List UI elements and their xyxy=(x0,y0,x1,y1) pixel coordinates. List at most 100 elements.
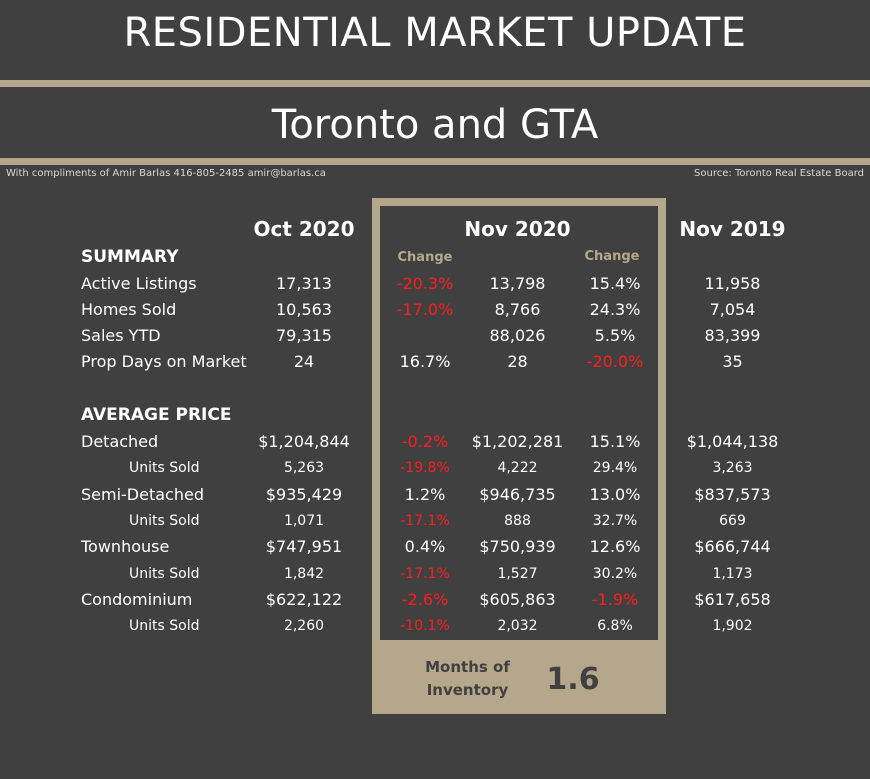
cell-chg2: 24.3% xyxy=(589,300,641,319)
cell-chg2: 29.4% xyxy=(592,460,638,477)
row-label: Detached xyxy=(81,432,159,451)
table-row: Townhouse $747,951 0.4% $750,939 12.6% $666,7… xyxy=(0,534,870,560)
cell-chg2: 15.1% xyxy=(589,432,641,451)
table-row: Detached $1,204,844 -0.2% $1,202,281 15.1% $1… xyxy=(0,429,870,455)
cell-nov19: $617,658 xyxy=(694,589,771,609)
cell-chg2: 13.0% xyxy=(589,484,641,504)
cell-nov20: 8,766 xyxy=(494,300,541,319)
compliments-text: With compliments of Amir Barlas 416-805-… xyxy=(6,168,326,179)
cell-nov19: $1,044,138 xyxy=(686,432,779,451)
cell-chg1: 16.7% xyxy=(399,352,451,371)
row-label: Townhouse xyxy=(81,537,170,557)
row-label: Condominium xyxy=(81,589,193,609)
column-header-oct2020: Oct 2020 xyxy=(253,217,355,241)
cell-chg2: -20.0% xyxy=(586,352,644,371)
cell-chg1: -10.1% xyxy=(400,618,450,635)
top-divider-band xyxy=(0,80,870,87)
cell-oct: 1,842 xyxy=(283,565,325,582)
table-row: Units Sold 2,260 -10.1% 2,032 6.8% 1,902 xyxy=(0,613,870,639)
row-label: Sales YTD xyxy=(81,326,161,345)
cell-nov20: 2,032 xyxy=(497,618,538,635)
cell-chg1: -20.3% xyxy=(396,274,454,293)
table-row: Units Sold 1,071 -17.1% 888 32.7% 669 xyxy=(0,508,870,534)
row-label: Units Sold xyxy=(129,565,200,582)
table-row: Homes Sold 10,563 -17.0% 8,766 24.3% 7,054 xyxy=(0,297,870,323)
cell-nov20: $750,939 xyxy=(479,537,556,557)
cell-chg1: 1.2% xyxy=(404,484,446,504)
row-label: Semi-Detached xyxy=(81,484,204,504)
cell-oct: 1,071 xyxy=(283,512,325,529)
row-label: Units Sold xyxy=(129,460,200,477)
cell-nov20: 13,798 xyxy=(489,274,546,293)
change-header-2: Change xyxy=(584,249,640,264)
cell-oct: $747,951 xyxy=(265,537,343,557)
bottom-divider-band xyxy=(0,158,870,165)
moi-label-line1: Months of xyxy=(425,658,510,676)
table-row: Sales YTD 79,315 88,026 5.5% 83,399 xyxy=(0,323,870,349)
cell-nov20: $605,863 xyxy=(479,589,556,609)
row-label: Active Listings xyxy=(81,274,197,293)
moi-label-line2: Inventory xyxy=(426,681,509,699)
cell-chg1: 0.4% xyxy=(404,537,446,557)
cell-oct: 5,263 xyxy=(283,460,325,477)
cell-nov20: 4,222 xyxy=(497,460,538,477)
row-label: Units Sold xyxy=(129,618,200,635)
table-row: Prop Days on Market 24 16.7% 28 -20.0% 35 xyxy=(0,349,870,375)
cell-nov19: 1,902 xyxy=(712,618,753,635)
cell-nov20: 888 xyxy=(504,512,531,529)
row-label: Homes Sold xyxy=(81,300,177,319)
cell-nov20: 28 xyxy=(507,352,528,371)
row-label: Units Sold xyxy=(129,512,200,529)
cell-oct: 10,563 xyxy=(276,300,332,319)
months-of-inventory-value: 1.6 xyxy=(546,662,600,697)
cell-chg1: -17.1% xyxy=(400,512,450,529)
cell-chg2: 12.6% xyxy=(589,537,641,557)
cell-oct: $935,429 xyxy=(265,484,343,504)
months-of-inventory-label: Months of Inventory xyxy=(410,656,525,702)
cell-nov19: 7,054 xyxy=(709,300,756,319)
cell-nov19: $666,744 xyxy=(694,537,771,557)
cell-nov19: 1,173 xyxy=(712,565,753,582)
cell-nov19: 83,399 xyxy=(704,326,761,345)
cell-chg2: 6.8% xyxy=(597,618,633,635)
cell-nov20: $946,735 xyxy=(479,484,556,504)
cell-nov20: 88,026 xyxy=(489,326,546,345)
cell-chg1: -17.1% xyxy=(400,565,450,582)
cell-chg1: -19.8% xyxy=(400,460,450,477)
cell-chg2: 15.4% xyxy=(589,274,641,293)
cell-nov19: 35 xyxy=(722,352,743,371)
cell-chg1: -2.6% xyxy=(401,589,449,609)
cell-chg2: 32.7% xyxy=(592,512,638,529)
report-title: RESIDENTIAL MARKET UPDATE xyxy=(123,10,747,56)
change-header-1: Change xyxy=(397,250,453,265)
table-row: Condominium $622,122 -2.6% $605,863 -1.9% $61… xyxy=(0,587,870,613)
cell-nov19: 11,958 xyxy=(704,274,761,293)
cell-oct: 79,315 xyxy=(276,326,332,345)
cell-nov19: $837,573 xyxy=(694,484,771,504)
cell-chg2: 5.5% xyxy=(594,326,636,345)
table-row: Semi-Detached $935,429 1.2% $946,735 13.0% $8… xyxy=(0,482,870,508)
cell-oct: $622,122 xyxy=(265,589,343,609)
nov2020-panel-inner xyxy=(380,206,658,640)
cell-chg1: -17.0% xyxy=(396,300,454,319)
cell-oct: 2,260 xyxy=(283,618,325,635)
row-label: Prop Days on Market xyxy=(81,352,247,371)
cell-nov20: 1,527 xyxy=(497,565,538,582)
cell-oct: $1,204,844 xyxy=(258,432,350,451)
section-title-summary: SUMMARY xyxy=(81,247,179,267)
column-header-nov2020: Nov 2020 xyxy=(464,217,571,241)
cell-nov19: 3,263 xyxy=(712,460,753,477)
cell-nov20: $1,202,281 xyxy=(471,432,564,451)
cell-chg1: -0.2% xyxy=(401,432,449,451)
table-row: Units Sold 1,842 -17.1% 1,527 30.2% 1,173 xyxy=(0,561,870,587)
cell-chg2: 30.2% xyxy=(592,565,638,582)
cell-chg2: -1.9% xyxy=(591,589,639,609)
table-row: Units Sold 5,263 -19.8% 4,222 29.4% 3,263 xyxy=(0,455,870,481)
table-row: Active Listings 17,313 -20.3% 13,798 15.4% 11… xyxy=(0,271,870,297)
cell-oct: 17,313 xyxy=(276,274,332,293)
source-text: Source: Toronto Real Estate Board xyxy=(694,168,864,179)
section-title-average-price: AVERAGE PRICE xyxy=(81,405,232,425)
column-header-nov2019: Nov 2019 xyxy=(679,217,786,241)
cell-oct: 24 xyxy=(293,352,315,371)
report-subtitle: Toronto and GTA xyxy=(271,102,599,148)
